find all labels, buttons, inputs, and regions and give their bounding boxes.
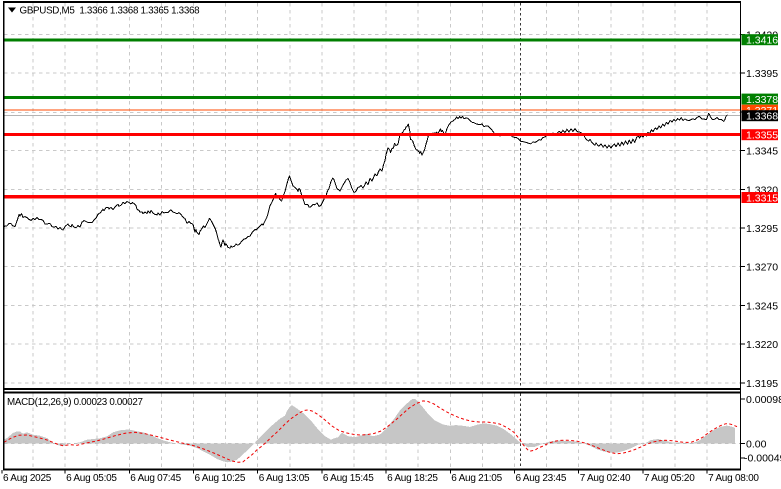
svg-text:1.3368: 1.3368: [746, 111, 778, 123]
svg-text:6 Aug 2025: 6 Aug 2025: [3, 473, 52, 484]
svg-text:6 Aug 10:25: 6 Aug 10:25: [195, 473, 246, 484]
svg-text:1.3195: 1.3195: [746, 378, 778, 390]
svg-text:1.3416: 1.3416: [746, 35, 778, 47]
svg-text:1.3245: 1.3245: [746, 300, 778, 312]
svg-text:1.3395: 1.3395: [746, 68, 778, 80]
svg-text:7 Aug 08:00: 7 Aug 08:00: [708, 473, 759, 484]
svg-text:1.3378: 1.3378: [746, 94, 778, 106]
svg-text:7 Aug 02:40: 7 Aug 02:40: [580, 473, 631, 484]
svg-text:1.3315: 1.3315: [746, 193, 778, 205]
svg-text:0.00: 0.00: [746, 439, 767, 451]
svg-text:-0.00049: -0.00049: [744, 453, 781, 465]
svg-text:6 Aug 05:05: 6 Aug 05:05: [66, 473, 117, 484]
svg-text:1.3295: 1.3295: [746, 223, 778, 235]
svg-text:6 Aug 13:05: 6 Aug 13:05: [259, 473, 310, 484]
svg-text:1.3220: 1.3220: [746, 339, 778, 351]
svg-text:6 Aug 15:45: 6 Aug 15:45: [323, 473, 374, 484]
svg-text:6 Aug 21:05: 6 Aug 21:05: [451, 473, 502, 484]
svg-text:6 Aug 23:45: 6 Aug 23:45: [516, 473, 567, 484]
svg-text:1.3355: 1.3355: [746, 130, 778, 142]
svg-text:0.00098: 0.00098: [746, 394, 781, 406]
svg-text:7 Aug 05:20: 7 Aug 05:20: [644, 473, 695, 484]
svg-text:GBPUSD,M5 1.3366 1.3368 1.336: GBPUSD,M5 1.3366 1.3368 1.3365 1.3368: [20, 6, 201, 17]
svg-text:1.3345: 1.3345: [746, 146, 778, 158]
svg-text:6 Aug 07:45: 6 Aug 07:45: [130, 473, 181, 484]
svg-text:MACD(12,26,9) 0.00023 0.00027: MACD(12,26,9) 0.00023 0.00027: [7, 397, 143, 408]
svg-text:1.3270: 1.3270: [746, 262, 778, 274]
svg-text:6 Aug 18:25: 6 Aug 18:25: [387, 473, 438, 484]
